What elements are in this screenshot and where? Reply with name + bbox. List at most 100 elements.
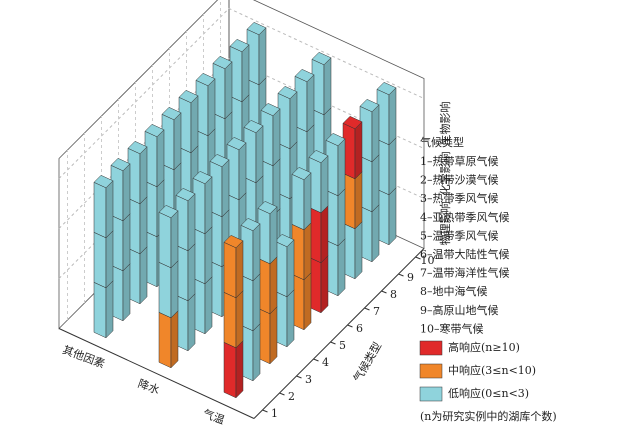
bar-side [204, 226, 213, 285]
bar-top [260, 103, 281, 117]
bar-side [241, 44, 250, 103]
bar-side [187, 193, 196, 252]
bar-side [269, 306, 278, 365]
climate-item: 9–高原山地气候 [420, 303, 499, 317]
depth-tick-label: 2 [288, 390, 295, 403]
tick [381, 290, 387, 294]
bar-front [223, 291, 237, 349]
bar-side [303, 272, 312, 331]
bar-side [204, 176, 213, 235]
bar-side [187, 293, 196, 352]
bar-front [223, 341, 237, 399]
tick [347, 324, 353, 328]
bar-side [272, 108, 281, 167]
bar-side [388, 137, 397, 196]
bar-side [371, 154, 380, 213]
bar-front [158, 311, 172, 369]
grid-line [58, 7, 425, 179]
axis-line [253, 248, 425, 419]
bar-top [246, 22, 267, 36]
bar-side [286, 289, 295, 348]
bar-side [354, 121, 363, 180]
bar-side [122, 263, 131, 322]
bar-side [286, 239, 295, 298]
bar-top [376, 82, 397, 96]
climate-item: 8–地中海气候 [420, 284, 488, 298]
bar-side [105, 180, 114, 239]
bar-top [110, 158, 131, 172]
depth-tick-label: 7 [373, 305, 380, 318]
legend-label: 中响应(3≤n<10) [448, 363, 536, 377]
bar-side [303, 172, 312, 231]
bar-top [308, 150, 329, 164]
bar-top [243, 120, 264, 134]
depth-tick-label: 5 [339, 339, 346, 352]
bar-top [311, 52, 332, 66]
tick [364, 307, 370, 311]
bar-side [306, 74, 315, 133]
tick [279, 392, 285, 396]
legend-swatch [419, 340, 443, 356]
factor-label: 降水 [136, 376, 161, 397]
bar-side [105, 280, 114, 339]
bar-side [354, 221, 363, 280]
legend-swatch [419, 363, 443, 379]
bar-top [342, 116, 363, 130]
bar-side [388, 87, 397, 146]
bar-side [122, 163, 131, 222]
bar-side [238, 142, 247, 201]
bar-side [258, 27, 267, 86]
bar-front [93, 181, 107, 239]
axis-line [58, 328, 255, 419]
bar-top [240, 218, 261, 232]
bar-top [257, 201, 278, 215]
z-label: 物理影响 [438, 202, 452, 246]
bar-side [269, 256, 278, 315]
bar-side [105, 230, 114, 289]
bar-side [190, 95, 199, 154]
bar-side [173, 112, 182, 171]
bar-front [93, 281, 107, 339]
depth-tick-label: 1 [271, 407, 278, 420]
climate-item: 6–温带大陆性气候 [420, 247, 510, 261]
bar-side [337, 188, 346, 247]
bar-side [224, 61, 233, 120]
bar-side [221, 159, 230, 218]
bar-side [320, 255, 329, 314]
bar-side [170, 310, 179, 369]
z-label: 化学影响 [438, 152, 452, 196]
bar-side [388, 187, 397, 246]
bar-side [337, 138, 346, 197]
bar-side [170, 260, 179, 319]
depth-label: 气候类型 [350, 339, 384, 384]
depth-tick-label: 9 [407, 271, 414, 284]
climate-item: 10–寒带气候 [420, 321, 484, 335]
climate-item: 5–温带季风气候 [420, 228, 499, 242]
tick [262, 409, 268, 413]
bar-side [139, 146, 148, 205]
factor-label: 气温 [201, 406, 226, 427]
bar-front [223, 241, 237, 299]
bar-side [235, 340, 244, 399]
bar-side [122, 213, 131, 272]
legend-note: (n为研究实例中的湖库个数) [420, 409, 557, 423]
bar-top [274, 234, 295, 248]
bar-top [212, 56, 233, 70]
bar-side [320, 205, 329, 264]
depth-tick-label: 10 [421, 254, 435, 267]
bar-side [187, 243, 196, 302]
tick [415, 256, 421, 260]
bar-top [195, 73, 216, 87]
bar-top [325, 133, 346, 147]
bar-top [359, 99, 380, 113]
bar-top [127, 141, 148, 155]
climate-item: 1–热带草原气候 [420, 154, 499, 168]
climate-title: 气候类型 [420, 135, 464, 149]
bar-front [158, 211, 172, 269]
climate-item: 7–温带海洋性气候 [420, 266, 510, 280]
legend-label: 低响应(0≤n<3) [448, 386, 529, 400]
depth-tick-label: 6 [356, 322, 363, 335]
bar-top [178, 90, 199, 104]
bar-side [323, 57, 332, 116]
